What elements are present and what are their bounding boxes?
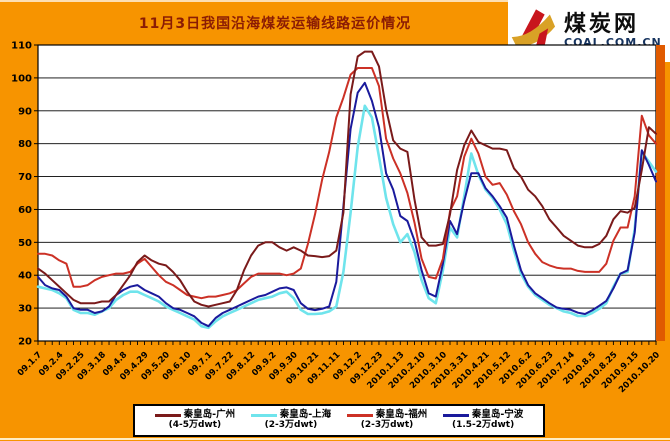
bottom-highlight-line: [0, 438, 670, 440]
line-swatch-shanghai: [250, 414, 277, 418]
svg-text:70: 70: [18, 172, 32, 183]
svg-text:40: 40: [18, 271, 32, 282]
line-swatch-guangzhou: [154, 414, 181, 418]
legend-item-shanghai: 秦皇岛-上海 (2-3万dwt): [250, 409, 331, 430]
legend-item-fuzhou: 秦皇岛-福州 (2-3万dwt): [346, 409, 427, 430]
svg-text:20: 20: [18, 337, 32, 348]
site-name: 煤炭网: [564, 11, 640, 37]
svg-text:50: 50: [18, 238, 32, 249]
page-title: 11月3日我国沿海煤炭运输线路运价情况: [138, 16, 412, 32]
legend-item-guangzhou: 秦皇岛-广州 (4-5万dwt): [154, 409, 235, 430]
line-swatch-ningbo: [442, 414, 469, 418]
svg-text:110: 110: [11, 41, 32, 52]
coal-net-logo-icon: [511, 9, 556, 51]
svg-text:90: 90: [18, 106, 32, 117]
legend-item-ningbo: 秦皇岛-宁波 (1.5-2万dwt): [442, 409, 523, 430]
svg-text:100: 100: [11, 73, 32, 84]
svg-text:60: 60: [18, 205, 32, 216]
svg-text:80: 80: [18, 139, 32, 150]
chart-legend: 秦皇岛-广州 (4-5万dwt) 秦皇岛-上海 (2-3万dwt) 秦皇岛-福州…: [133, 404, 545, 437]
line-swatch-fuzhou: [346, 414, 373, 418]
svg-text:30: 30: [18, 304, 32, 315]
top-hairline: [0, 0, 670, 2]
